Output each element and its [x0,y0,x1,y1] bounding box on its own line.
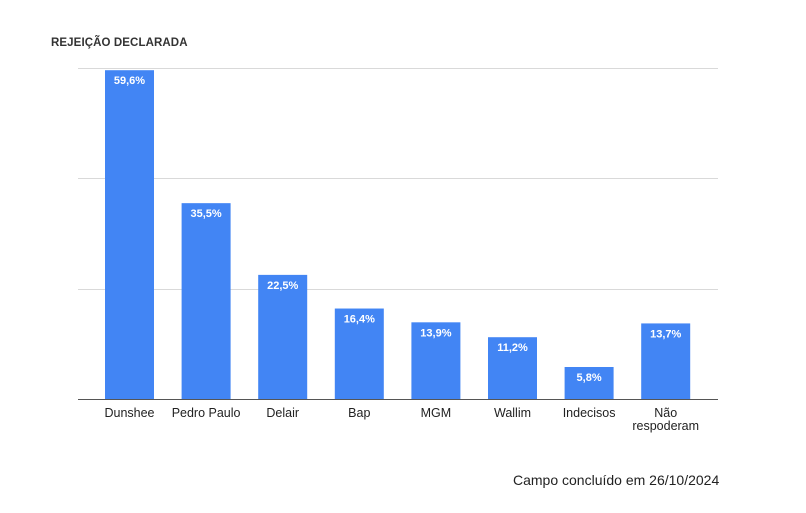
x-tick-label: Delair [266,406,299,420]
data-label: 11,2% [497,342,528,354]
x-tick-label: Não respoderam [632,406,699,433]
x-tick-label: Bap [348,406,370,420]
data-label: 5,8% [577,372,602,384]
x-tick-label: Dunshee [104,406,154,420]
x-tick-label: Pedro Paulo [172,406,241,420]
data-label: 59,6% [114,75,145,87]
bar [334,308,384,399]
x-tick-label: Indecisos [563,406,616,420]
data-label: 13,7% [650,328,681,340]
data-label: 16,4% [344,314,375,326]
data-label: 35,5% [190,208,221,220]
bar [258,274,308,399]
x-tick-label: Wallim [494,406,531,420]
bar [105,70,154,399]
data-label: 22,5% [267,280,298,292]
data-label: 13,9% [420,327,451,339]
bar [411,322,461,399]
bar [641,323,691,399]
x-tick-label: MGM [421,406,452,420]
bar [564,367,614,399]
bar [181,203,231,399]
footer-note: Campo concluído em 26/10/2024 [513,472,720,488]
bar [488,337,537,399]
chart-title: REJEIÇÃO DECLARADA [51,37,188,49]
